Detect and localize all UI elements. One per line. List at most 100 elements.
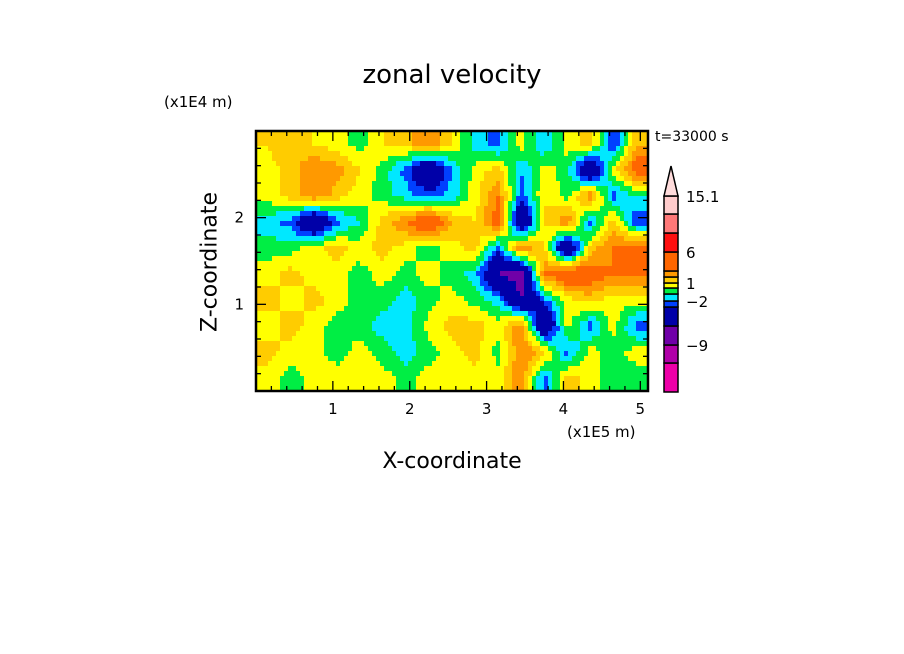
contour-cell	[468, 296, 473, 302]
contour-cell	[560, 246, 565, 252]
contour-cell	[620, 186, 625, 192]
contour-cell	[620, 311, 625, 317]
contour-cell	[632, 316, 637, 322]
contour-cell	[444, 361, 449, 367]
contour-cell	[572, 196, 577, 202]
contour-cell	[520, 136, 525, 142]
contour-cell	[484, 171, 489, 177]
contour-cell	[452, 321, 457, 327]
contour-cell	[256, 276, 261, 282]
contour-cell	[412, 226, 417, 232]
contour-cell	[440, 271, 445, 277]
contour-cell	[504, 281, 509, 287]
contour-cell	[644, 186, 649, 192]
contour-cell	[284, 261, 289, 267]
contour-cell	[564, 196, 569, 202]
contour-cell	[392, 341, 397, 347]
contour-cell	[524, 271, 529, 277]
contour-cell	[632, 306, 637, 312]
contour-cell	[448, 346, 453, 352]
contour-field	[256, 131, 649, 392]
contour-cell	[624, 341, 629, 347]
contour-cell	[636, 181, 641, 187]
contour-cell	[552, 201, 557, 207]
contour-cell	[392, 281, 397, 287]
contour-cell	[256, 171, 261, 177]
contour-cell	[592, 316, 597, 322]
contour-cell	[456, 306, 461, 312]
contour-cell	[624, 166, 629, 172]
contour-cell	[344, 221, 349, 227]
contour-cell	[536, 366, 541, 372]
contour-cell	[268, 156, 273, 162]
contour-cell	[416, 156, 421, 162]
contour-cell	[452, 141, 457, 147]
contour-cell	[420, 241, 425, 247]
contour-cell	[396, 246, 401, 252]
contour-cell	[560, 146, 565, 152]
contour-cell	[532, 176, 537, 182]
contour-cell	[428, 266, 433, 272]
contour-cell	[480, 191, 485, 197]
contour-cell	[536, 376, 541, 382]
contour-cell	[284, 186, 289, 192]
contour-cell	[644, 141, 649, 147]
contour-cell	[280, 256, 285, 262]
contour-cell	[612, 326, 617, 332]
contour-cell	[576, 191, 581, 197]
contour-cell	[544, 226, 549, 232]
contour-cell	[592, 241, 597, 247]
contour-cell	[300, 226, 305, 232]
contour-cell	[344, 136, 349, 142]
contour-cell	[492, 271, 497, 277]
contour-cell	[608, 261, 613, 267]
contour-cell	[552, 261, 557, 267]
contour-cell	[612, 301, 617, 307]
contour-cell	[460, 346, 465, 352]
contour-cell	[512, 161, 517, 167]
contour-cell	[636, 281, 641, 287]
contour-cell	[288, 171, 293, 177]
contour-cell	[364, 341, 369, 347]
contour-cell	[448, 306, 453, 312]
contour-cell	[508, 371, 513, 377]
contour-cell	[400, 211, 405, 217]
contour-cell	[264, 336, 269, 342]
contour-cell	[420, 351, 425, 357]
contour-cell	[496, 356, 501, 362]
contour-cell	[472, 181, 477, 187]
contour-cell	[424, 336, 429, 342]
contour-cell	[340, 246, 345, 252]
contour-cell	[280, 211, 285, 217]
contour-cell	[640, 321, 645, 327]
contour-cell	[348, 366, 353, 372]
contour-cell	[356, 161, 361, 167]
contour-cell	[640, 136, 645, 142]
contour-cell	[408, 191, 413, 197]
contour-cell	[620, 306, 625, 312]
contour-cell	[344, 266, 349, 272]
contour-cell	[432, 346, 437, 352]
contour-cell	[384, 136, 389, 142]
contour-cell	[568, 211, 573, 217]
contour-cell	[640, 316, 645, 322]
contour-cell	[576, 176, 581, 182]
contour-cell	[600, 276, 605, 282]
contour-cell	[384, 231, 389, 237]
contour-cell	[264, 351, 269, 357]
contour-cell	[624, 141, 629, 147]
contour-cell	[316, 216, 321, 222]
contour-cell	[512, 301, 517, 307]
contour-cell	[640, 206, 645, 212]
contour-cell	[488, 241, 493, 247]
contour-cell	[588, 276, 593, 282]
contour-cell	[472, 136, 477, 142]
contour-cell	[628, 301, 633, 307]
contour-cell	[288, 166, 293, 172]
contour-cell	[312, 376, 317, 382]
contour-cell	[380, 356, 385, 362]
contour-cell	[588, 376, 593, 382]
contour-cell	[372, 161, 377, 167]
contour-cell	[332, 306, 337, 312]
contour-cell	[592, 201, 597, 207]
